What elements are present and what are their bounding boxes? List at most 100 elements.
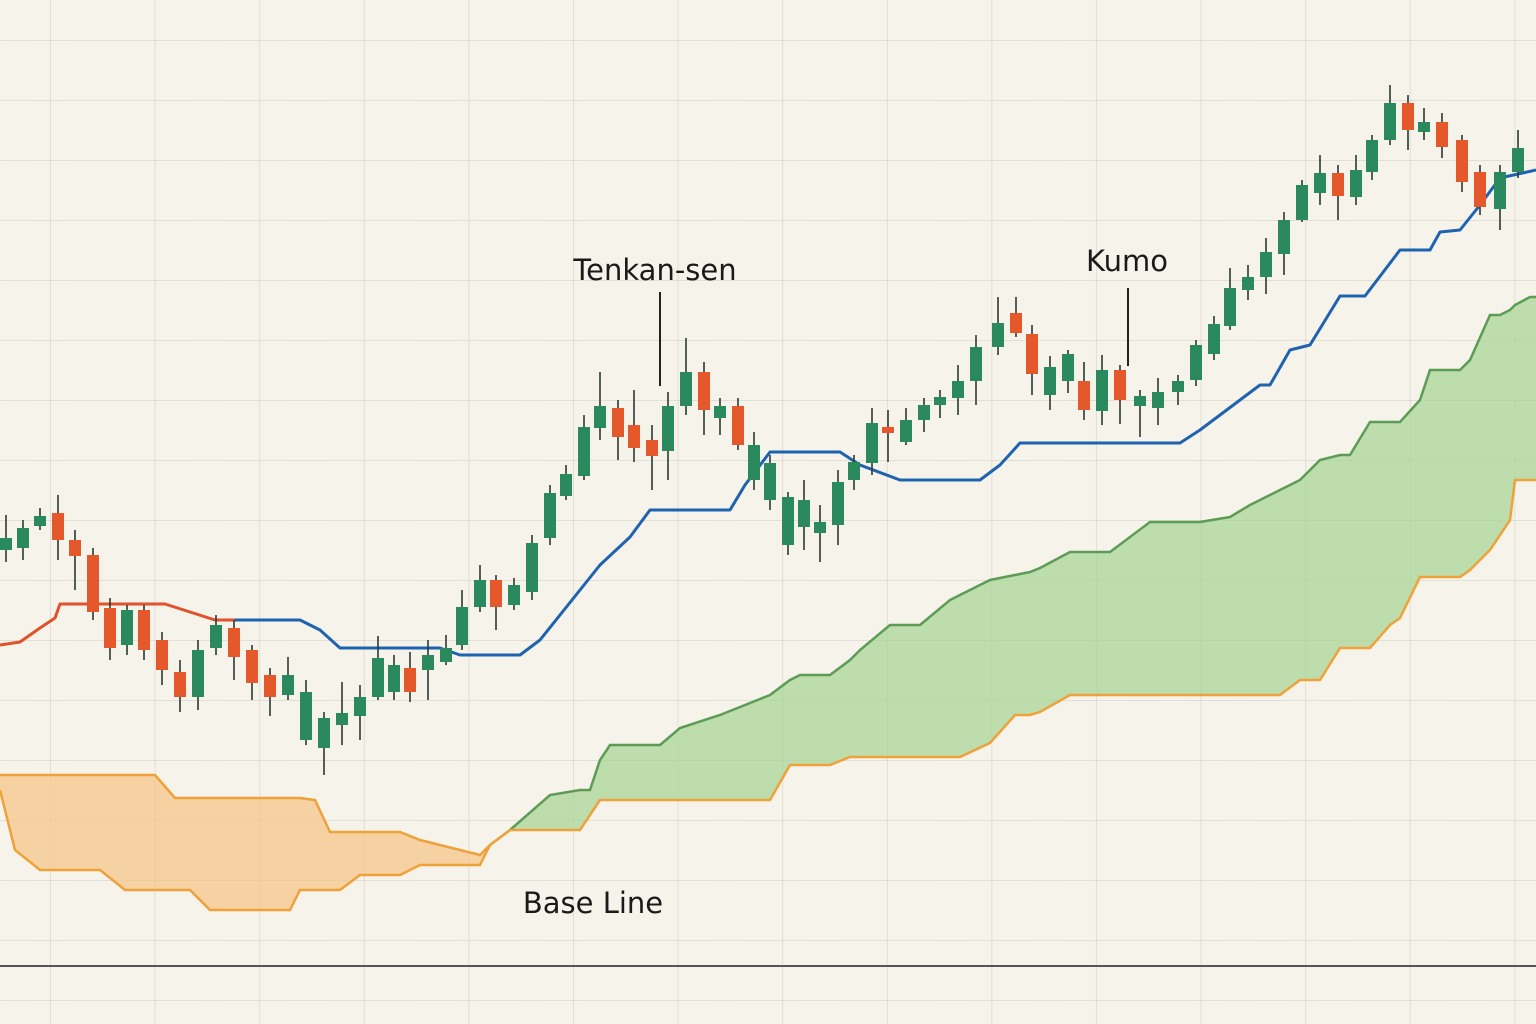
candle-body bbox=[1190, 345, 1202, 380]
span-b-line bbox=[0, 478, 1536, 857]
candle-body bbox=[508, 585, 520, 605]
candle-body bbox=[970, 347, 982, 381]
candle-body bbox=[992, 323, 1004, 347]
candle-body bbox=[544, 493, 556, 538]
candle-body bbox=[934, 397, 946, 405]
candle-body bbox=[372, 658, 384, 697]
candle-body bbox=[17, 528, 29, 548]
candle-body bbox=[210, 625, 222, 648]
candle-body bbox=[1134, 396, 1146, 406]
candle-body bbox=[662, 406, 674, 451]
candle-body bbox=[900, 420, 912, 442]
cloud-layer bbox=[0, 295, 1536, 912]
candle-body bbox=[69, 540, 81, 556]
candle-body bbox=[440, 648, 452, 662]
candle-body bbox=[87, 555, 99, 612]
candle-body bbox=[404, 668, 416, 692]
candle-body bbox=[1366, 140, 1378, 172]
candle-body bbox=[138, 610, 150, 650]
candle-body bbox=[174, 672, 186, 697]
candle-body bbox=[578, 427, 590, 476]
candle-body bbox=[1208, 324, 1220, 354]
candle-body bbox=[882, 427, 894, 433]
candle-body bbox=[1418, 122, 1430, 132]
candle-body bbox=[1224, 288, 1236, 326]
candle-body bbox=[1026, 334, 1038, 374]
candle-body bbox=[34, 516, 46, 526]
cloud-fill bbox=[0, 775, 490, 910]
candle-body bbox=[264, 675, 276, 697]
candle-body bbox=[318, 718, 330, 748]
candle-body bbox=[1402, 103, 1414, 130]
candle-body bbox=[1152, 392, 1164, 408]
span-a-line bbox=[0, 789, 492, 912]
candle-body bbox=[848, 462, 860, 480]
span-a-line bbox=[489, 295, 1536, 846]
candle-body bbox=[354, 697, 366, 716]
candle-body bbox=[612, 408, 624, 437]
candle-body bbox=[646, 440, 658, 456]
candle-body bbox=[918, 405, 930, 420]
candle-body bbox=[832, 482, 844, 525]
annotation: Base Line bbox=[523, 886, 663, 920]
candle-body bbox=[1172, 381, 1184, 392]
candle-body bbox=[526, 543, 538, 592]
candle-body bbox=[952, 381, 964, 398]
candle-body bbox=[0, 538, 12, 550]
candle-body bbox=[1456, 140, 1468, 182]
candle-body bbox=[156, 640, 168, 670]
candle-body bbox=[490, 580, 502, 607]
candle-body bbox=[456, 607, 468, 645]
candle-body bbox=[192, 650, 204, 697]
candle-body bbox=[698, 372, 710, 410]
candle-body bbox=[300, 692, 312, 740]
candle-layer bbox=[0, 85, 1524, 775]
candle-body bbox=[1474, 172, 1486, 207]
candle-body bbox=[228, 628, 240, 657]
candle-body bbox=[104, 608, 116, 648]
candle-body bbox=[782, 497, 794, 545]
candle-body bbox=[732, 406, 744, 445]
candle-body bbox=[748, 445, 760, 480]
candle-body bbox=[1314, 173, 1326, 193]
candle-body bbox=[714, 406, 726, 418]
candle-body bbox=[814, 522, 826, 533]
line-layer bbox=[0, 168, 1536, 657]
candle-body bbox=[1062, 354, 1074, 381]
candle-body bbox=[388, 665, 400, 692]
candle-body bbox=[1384, 103, 1396, 140]
candle-body bbox=[282, 675, 294, 695]
candle-body bbox=[1436, 122, 1448, 147]
candle-body bbox=[628, 425, 640, 448]
candle-body bbox=[764, 463, 776, 500]
candle-body bbox=[1278, 220, 1290, 254]
candle-body bbox=[1296, 185, 1308, 220]
candle-body bbox=[1114, 370, 1126, 400]
candle-body bbox=[121, 610, 133, 645]
candle-body bbox=[336, 713, 348, 725]
candle-body bbox=[560, 474, 572, 496]
candle-body bbox=[866, 423, 878, 463]
candle-body bbox=[1260, 252, 1272, 277]
indicator-line bbox=[0, 602, 235, 647]
candle-body bbox=[1494, 172, 1506, 209]
candle-body bbox=[422, 655, 434, 670]
indicator-line bbox=[235, 168, 1536, 657]
candle-body bbox=[1350, 170, 1362, 197]
candle-body bbox=[798, 500, 810, 527]
cloud-fill bbox=[490, 297, 1536, 845]
candle-body bbox=[594, 406, 606, 428]
candle-body bbox=[1078, 381, 1090, 410]
candle-body bbox=[52, 513, 64, 540]
candle-body bbox=[1332, 173, 1344, 196]
annotation: Kumo bbox=[1086, 244, 1168, 278]
candle-body bbox=[1010, 313, 1022, 333]
candle-body bbox=[1096, 370, 1108, 411]
candle-body bbox=[246, 650, 258, 683]
candle-body bbox=[1512, 148, 1524, 172]
candle-body bbox=[474, 580, 486, 607]
candle-body bbox=[1242, 277, 1254, 290]
annotation: Tenkan-sen bbox=[572, 253, 736, 287]
